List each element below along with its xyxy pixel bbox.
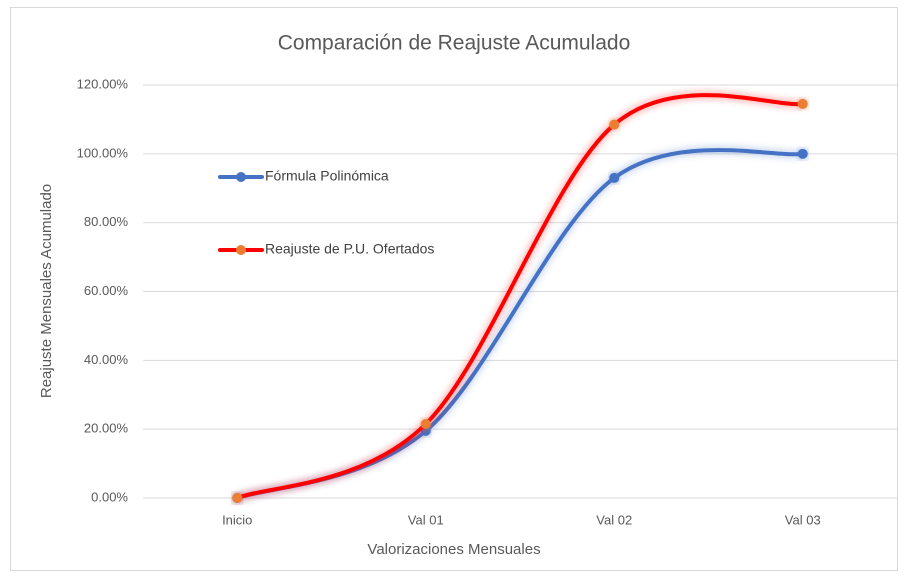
x-tick-label: Val 01 (408, 512, 444, 527)
y-tick-label: 60.00% (84, 283, 129, 298)
x-tick-label: Val 03 (785, 512, 821, 527)
data-point (609, 119, 620, 130)
chart-title: Comparación de Reajuste Acumulado (278, 32, 631, 55)
series-line (235, 93, 805, 500)
data-point (797, 148, 808, 159)
y-tick-label: 80.00% (84, 214, 129, 229)
data-point (420, 419, 431, 430)
y-tick-label: 100.00% (77, 145, 129, 160)
legend-marker (236, 245, 246, 255)
y-tick-label: 20.00% (84, 421, 129, 436)
data-point (232, 493, 243, 503)
data-point (797, 98, 808, 109)
x-tick-label: Inicio (222, 512, 252, 527)
y-tick-label: 120.00% (77, 76, 129, 91)
legend-label: Fórmula Polinómica (265, 168, 389, 184)
legend-marker (236, 172, 246, 182)
x-tick-label: Val 02 (596, 512, 632, 527)
x-axis-title: Valorizaciones Mensuales (367, 541, 540, 558)
chart-frame (10, 7, 898, 571)
y-tick-label: 40.00% (84, 352, 129, 367)
y-tick-label: 0.00% (91, 489, 128, 504)
data-point (609, 172, 620, 183)
legend-label: Reajuste de P.U. Ofertados (265, 241, 434, 257)
y-axis-title: Reajuste Mensuales Acumulado (38, 184, 55, 398)
